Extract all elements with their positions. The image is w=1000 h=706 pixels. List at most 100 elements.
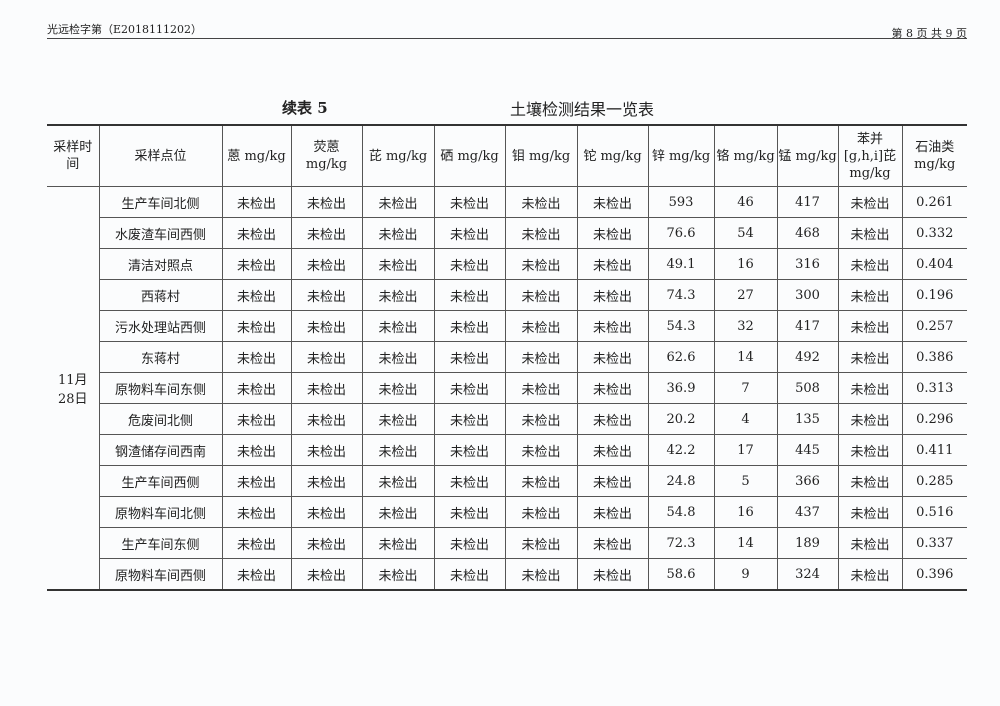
value-cell: 未检出 [576, 341, 649, 373]
value-cell: 未检出 [837, 527, 903, 559]
table-row: 原物料车间北侧 未检出 未检出 未检出 未检出 未检出 未检出 54.8 16 437 未检出 0.5… [47, 496, 967, 528]
value-cell: 未检出 [576, 496, 649, 528]
column-header: 苯并[g,h,i]芘 mg/kg [837, 124, 903, 187]
value-cell: 492 [776, 341, 839, 373]
soil-results-table: 采样时间 采样点位蒽 mg/kg 荧蒽 mg/kg 芘 mg/kg 硒 mg/kg 钼 m… [47, 124, 967, 591]
value-cell: 0.257 [901, 310, 967, 342]
value-cell: 未检出 [290, 434, 363, 466]
value-cell: 未检出 [361, 217, 435, 249]
table-row: 原物料车间东侧 未检出 未检出 未检出 未检出 未检出 未检出 36.9 7 508 未检出 0.31… [47, 372, 967, 404]
value-cell: 未检出 [290, 558, 363, 591]
value-cell: 36.9 [647, 372, 715, 404]
sampling-site-cell: 清洁对照点 [99, 248, 223, 280]
value-cell: 0.404 [901, 248, 967, 280]
value-cell: 未检出 [290, 527, 363, 559]
value-cell: 未检出 [433, 310, 506, 342]
value-cell: 42.2 [647, 434, 715, 466]
report-number: 光远检字第（E2018111202） [47, 23, 203, 36]
value-cell: 未检出 [361, 279, 435, 311]
value-cell: 未检出 [290, 279, 363, 311]
value-cell: 未检出 [504, 465, 578, 497]
value-cell: 未检出 [837, 279, 903, 311]
value-cell: 508 [776, 372, 839, 404]
table-row: 11月 28日 生产车间北侧 未检出 未检出 未检出 未检出 未检出 未检出 593 46 417 未… [47, 186, 967, 591]
value-cell: 0.337 [901, 527, 967, 559]
table-row: 原物料车间西侧 未检出 未检出 未检出 未检出 未检出 未检出 58.6 9 324 未检出 0.39… [47, 558, 967, 591]
value-cell: 366 [776, 465, 839, 497]
value-cell: 未检出 [221, 527, 292, 559]
sampling-site-cell: 东蒋村 [99, 341, 223, 373]
table-header-row: 采样时间 采样点位蒽 mg/kg 荧蒽 mg/kg 芘 mg/kg 硒 mg/kg 钼 m… [47, 124, 967, 187]
value-cell: 未检出 [504, 217, 578, 249]
value-cell: 54.8 [647, 496, 715, 528]
value-cell: 未检出 [221, 341, 292, 373]
value-cell: 未检出 [433, 341, 506, 373]
table-title: 土壤检测结果一览表 [510, 100, 655, 119]
value-cell: 未检出 [837, 372, 903, 404]
value-cell: 未检出 [290, 465, 363, 497]
table-row: 东蒋村 未检出 未检出 未检出 未检出 未检出 未检出 62.6 14 492 未检出 0.386 [47, 341, 967, 373]
value-cell: 未检出 [221, 403, 292, 435]
value-cell: 未检出 [221, 186, 292, 218]
column-header: 采样点位 [98, 124, 223, 187]
value-cell: 54 [713, 217, 778, 249]
sampling-site-cell: 生产车间北侧 [98, 186, 223, 218]
value-cell: 未检出 [290, 186, 363, 218]
sampling-site-cell: 原物料车间东侧 [99, 372, 223, 404]
header-divider [47, 38, 967, 39]
value-cell: 未检出 [361, 248, 435, 280]
value-cell: 5 [713, 465, 778, 497]
value-cell: 未检出 [433, 372, 506, 404]
value-cell: 16 [713, 496, 778, 528]
value-cell: 未检出 [576, 403, 649, 435]
value-cell: 未检出 [837, 217, 903, 249]
value-cell: 未检出 [290, 403, 363, 435]
value-cell: 未检出 [504, 310, 578, 342]
value-cell: 未检出 [504, 403, 578, 435]
value-cell: 20.2 [647, 403, 715, 435]
value-cell: 未检出 [433, 496, 506, 528]
value-cell: 135 [776, 403, 839, 435]
value-cell: 未检出 [433, 279, 506, 311]
table-row: 污水处理站西侧 未检出 未检出 未检出 未检出 未检出 未检出 54.3 32 417 未检出 0.2… [47, 310, 967, 342]
value-cell: 0.296 [901, 403, 967, 435]
value-cell: 未检出 [837, 341, 903, 373]
value-cell: 未检出 [361, 434, 435, 466]
value-cell: 未检出 [221, 434, 292, 466]
value-cell: 593 [647, 186, 715, 218]
value-cell: 49.1 [647, 248, 715, 280]
value-cell: 未检出 [576, 372, 649, 404]
table-row: 生产车间西侧 未检出 未检出 未检出 未检出 未检出 未检出 24.8 5 366 未检出 0.285 [47, 465, 967, 497]
sampling-site-cell: 水废渣车间西侧 [99, 217, 223, 249]
value-cell: 未检出 [504, 341, 578, 373]
value-cell: 未检出 [576, 248, 649, 280]
value-cell: 未检出 [837, 434, 903, 466]
sampling-site-cell: 西蒋村 [99, 279, 223, 311]
value-cell: 未检出 [433, 217, 506, 249]
value-cell: 0.313 [901, 372, 967, 404]
value-cell: 未检出 [433, 558, 506, 591]
column-header: 锌 mg/kg [647, 124, 715, 187]
table-row: 西蒋村 未检出 未检出 未检出 未检出 未检出 未检出 74.3 27 300 未检出 0.196 [47, 279, 967, 311]
value-cell: 未检出 [361, 527, 435, 559]
page-number: 第 8 页 共 9 页 [891, 27, 967, 40]
value-cell: 未检出 [576, 465, 649, 497]
value-cell: 9 [713, 558, 778, 591]
sampling-time-cell: 11月 28日 [47, 186, 100, 591]
value-cell: 14 [713, 341, 778, 373]
value-cell: 417 [776, 186, 839, 218]
value-cell: 未检出 [221, 217, 292, 249]
value-cell: 未检出 [504, 558, 578, 591]
value-cell: 16 [713, 248, 778, 280]
value-cell: 189 [776, 527, 839, 559]
value-cell: 未检出 [361, 558, 435, 591]
value-cell: 0.261 [901, 186, 967, 218]
column-header: 采样时间 [47, 124, 100, 187]
table-label: 续表 5 [282, 99, 328, 117]
value-cell: 未检出 [433, 248, 506, 280]
value-cell: 76.6 [647, 217, 715, 249]
value-cell: 未检出 [504, 496, 578, 528]
value-cell: 未检出 [221, 372, 292, 404]
value-cell: 未检出 [504, 527, 578, 559]
value-cell: 324 [776, 558, 839, 591]
